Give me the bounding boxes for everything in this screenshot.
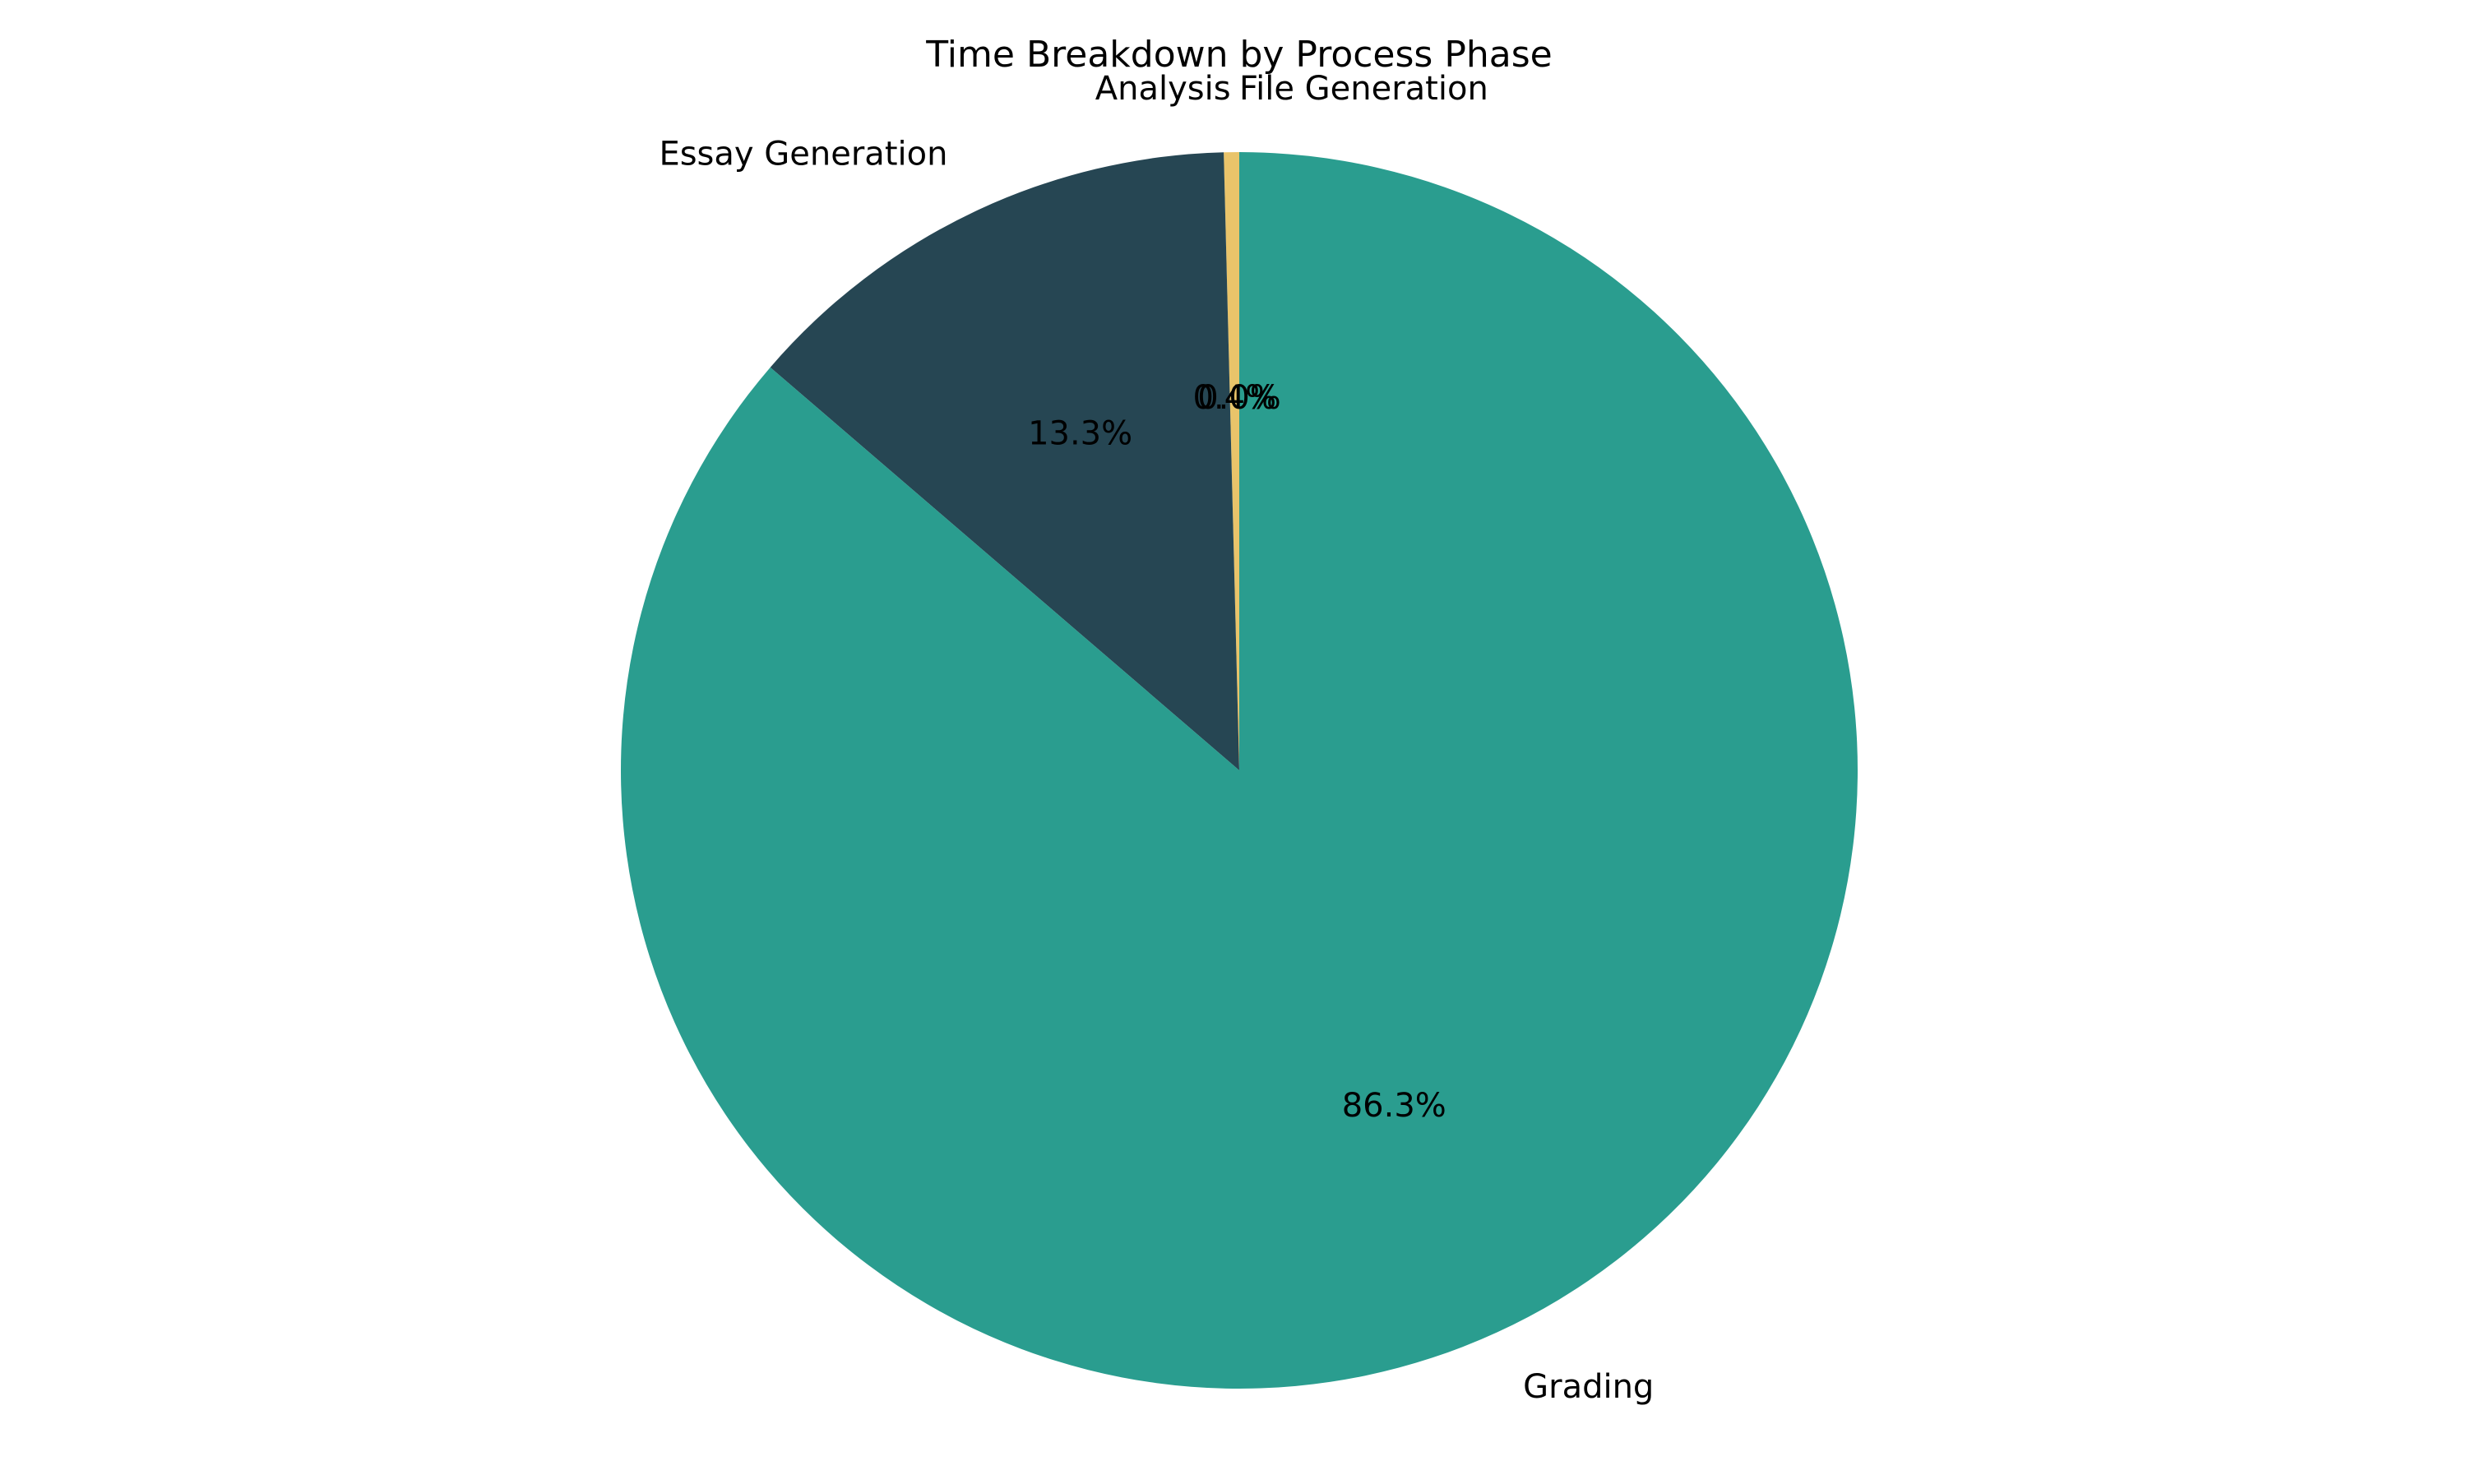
slice-label-essay-generation: Essay Generation <box>659 136 947 173</box>
pie-slice-grading <box>620 152 1858 1389</box>
slice-pct-essay-generation: 13.3% <box>1028 414 1132 452</box>
pie-slices <box>620 152 1858 1389</box>
chart-title: Time Breakdown by Process Phase <box>925 34 1552 76</box>
slice-pct-file-generation: 0.0% <box>1197 379 1281 417</box>
slice-label-file-generation: File Generation <box>1239 70 1488 108</box>
pie-labels: File Generation 0.0% Analysis 0.4% Essay Gen… <box>659 70 1654 1406</box>
slice-pct-grading: 86.3% <box>1342 1087 1446 1125</box>
slice-pct-analysis: 0.4% <box>1193 379 1277 417</box>
pie-slice-analysis <box>1224 152 1239 770</box>
slice-label-analysis: Analysis <box>1095 70 1231 108</box>
pie-slice-essay-generation <box>770 152 1239 770</box>
slice-label-grading: Grading <box>1523 1368 1654 1406</box>
